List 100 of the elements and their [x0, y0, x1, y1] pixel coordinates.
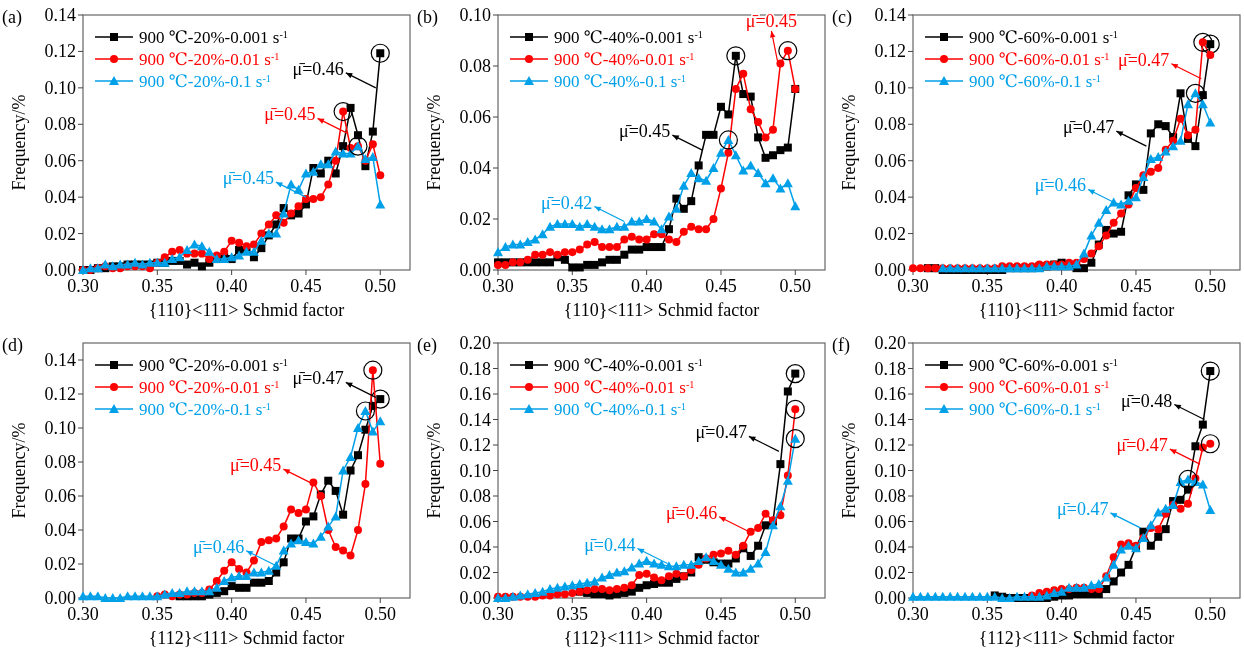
legend-label: 900 ℃-20%-0.01 s$^{-1}$ — [139, 50, 280, 69]
y-tick-label: 0.16 — [874, 384, 906, 404]
x-tick-label: 0.35 — [141, 604, 174, 624]
x-tick-label: 0.35 — [556, 604, 589, 624]
y-tick-label: 0.06 — [44, 486, 76, 506]
y-tick-label: 0.08 — [874, 114, 906, 135]
y-tick-label: 0.06 — [44, 150, 76, 171]
x-tick-label: 0.45 — [1120, 604, 1152, 624]
legend-label: 900 ℃-60%-0.1 s$^{-1}$ — [969, 400, 1101, 419]
y-tick-label: 0.06 — [874, 150, 906, 171]
y-tick-label: 0.08 — [459, 56, 491, 76]
y-tick-label: 0.08 — [874, 486, 906, 506]
annotation: μ̄=0.45 — [230, 455, 282, 476]
annotation: μ̄=0.42 — [541, 192, 593, 213]
annotation: μ̄=0.45 — [619, 121, 671, 142]
y-tick-label: 0.14 — [44, 350, 76, 370]
y-tick-label: 0.04 — [44, 520, 76, 540]
annotation: μ̄=0.47 — [1116, 435, 1168, 456]
y-tick-label: 0.14 — [874, 5, 906, 25]
y-tick-label: 0.18 — [874, 358, 906, 379]
annotation: μ̄=0.46 — [1034, 175, 1087, 196]
annotation: μ̄=0.47 — [1118, 49, 1170, 70]
legend-label: 900 ℃-60%-0.01 s$^{-1}$ — [969, 50, 1110, 69]
y-tick-label: 0.02 — [459, 562, 491, 583]
x-axis-title: {110}<111> Schmid factor — [563, 300, 760, 320]
y-tick-label: 0.10 — [44, 77, 76, 98]
legend-label: 900 ℃-40%-0.01 s$^{-1}$ — [554, 50, 695, 69]
legend-label: 900 ℃-40%-0.1 s$^{-1}$ — [554, 400, 686, 419]
y-tick-label: 0.10 — [459, 460, 491, 481]
y-tick-label: 0.20 — [874, 333, 906, 353]
chart-title: (b) — [417, 7, 438, 28]
x-tick-label: 0.40 — [215, 276, 248, 296]
legend-label: 900 ℃-20%-0.01 s$^{-1}$ — [139, 378, 280, 397]
annotation: μ̄=0.47 — [1057, 498, 1109, 519]
y-tick-label: 0.14 — [874, 409, 906, 430]
legend-label: 900 ℃-60%-0.1 s$^{-1}$ — [969, 72, 1101, 91]
x-tick-label: 0.45 — [1120, 276, 1152, 296]
x-tick-label: 0.40 — [630, 276, 663, 296]
y-tick-label: 0.12 — [459, 435, 491, 455]
y-tick-label: 0.04 — [874, 537, 906, 557]
annotation: μ̄=0.47 — [695, 422, 747, 443]
y-tick-label: 0.18 — [459, 358, 491, 379]
y-tick-label: 0.14 — [459, 409, 491, 430]
y-tick-label: 0.04 — [459, 158, 491, 178]
legend-label: 900 ℃-40%-0.01 s$^{-1}$ — [554, 378, 695, 397]
y-tick-label: 0.04 — [44, 187, 76, 208]
annotation: μ̄=0.46 — [665, 502, 718, 523]
x-axis-title: {112}<111> Schmid factor — [148, 628, 345, 648]
y-tick-label: 0.10 — [874, 460, 906, 481]
y-tick-label: 0.20 — [459, 333, 491, 353]
x-tick-label: 0.35 — [556, 276, 589, 296]
x-tick-label: 0.40 — [1045, 604, 1078, 624]
x-tick-label: 0.45 — [705, 604, 737, 624]
y-axis-title: Frequency/% — [9, 94, 29, 191]
y-tick-label: 0.14 — [44, 5, 76, 25]
annotation: μ̄=0.46 — [292, 58, 344, 79]
chart-title: (a) — [2, 7, 22, 28]
legend-label: 900 ℃-20%-0.1 s$^{-1}$ — [139, 72, 271, 91]
x-tick-label: 0.50 — [1194, 276, 1227, 296]
annotation: μ̄=0.45 — [745, 10, 798, 31]
y-tick-label: 0.02 — [459, 209, 491, 229]
annotation: μ̄=0.45 — [222, 168, 274, 189]
y-tick-label: 0.06 — [459, 107, 491, 127]
chart-title: (d) — [2, 335, 23, 356]
x-tick-label: 0.50 — [364, 604, 397, 624]
x-tick-label: 0.35 — [971, 604, 1004, 624]
y-tick-label: 0.02 — [874, 223, 906, 244]
legend-label: 900 ℃-20%-0.001 s$^{-1}$ — [139, 28, 288, 47]
y-tick-label: 0.06 — [459, 511, 491, 532]
x-axis-title: {112}<111> Schmid factor — [563, 628, 760, 648]
y-axis-title: Frequency/% — [424, 422, 444, 519]
annotation: μ̄=0.47 — [292, 368, 344, 389]
annotation: μ̄=0.47 — [1063, 117, 1115, 138]
annotation: μ̄=0.44 — [584, 534, 636, 555]
y-tick-label: 0.10 — [44, 418, 76, 438]
legend-label: 900 ℃-20%-0.001 s$^{-1}$ — [139, 356, 288, 375]
x-tick-label: 0.45 — [290, 604, 322, 624]
y-tick-label: 0.10 — [874, 77, 906, 98]
x-tick-label: 0.50 — [779, 276, 812, 296]
x-tick-label: 0.40 — [630, 604, 663, 624]
y-tick-label: 0.06 — [874, 511, 906, 532]
annotation: μ̄=0.48 — [1121, 390, 1173, 411]
y-tick-label: 0.02 — [44, 223, 76, 244]
x-tick-label: 0.35 — [971, 276, 1004, 296]
x-tick-label: 0.45 — [705, 276, 737, 296]
x-axis-title: {110}<111> Schmid factor — [148, 300, 345, 320]
x-axis-title: {110}<111> Schmid factor — [978, 300, 1175, 320]
y-tick-label: 0.04 — [874, 187, 906, 208]
legend-label: 900 ℃-60%-0.001 s$^{-1}$ — [969, 356, 1118, 375]
y-axis-title: Frequency/% — [839, 422, 859, 519]
legend-label: 900 ℃-40%-0.1 s$^{-1}$ — [554, 72, 686, 91]
legend-label: 900 ℃-40%-0.001 s$^{-1}$ — [554, 356, 703, 375]
x-axis-title: {112}<111> Schmid factor — [978, 628, 1175, 648]
annotation: μ̄=0.46 — [192, 536, 245, 557]
x-tick-label: 0.35 — [141, 276, 174, 296]
x-tick-label: 0.40 — [215, 604, 248, 624]
y-tick-label: 0.12 — [874, 41, 906, 62]
y-axis-title: Frequency/% — [839, 94, 859, 191]
annotation: μ̄=0.45 — [264, 104, 316, 125]
chart-title: (f) — [832, 335, 850, 356]
